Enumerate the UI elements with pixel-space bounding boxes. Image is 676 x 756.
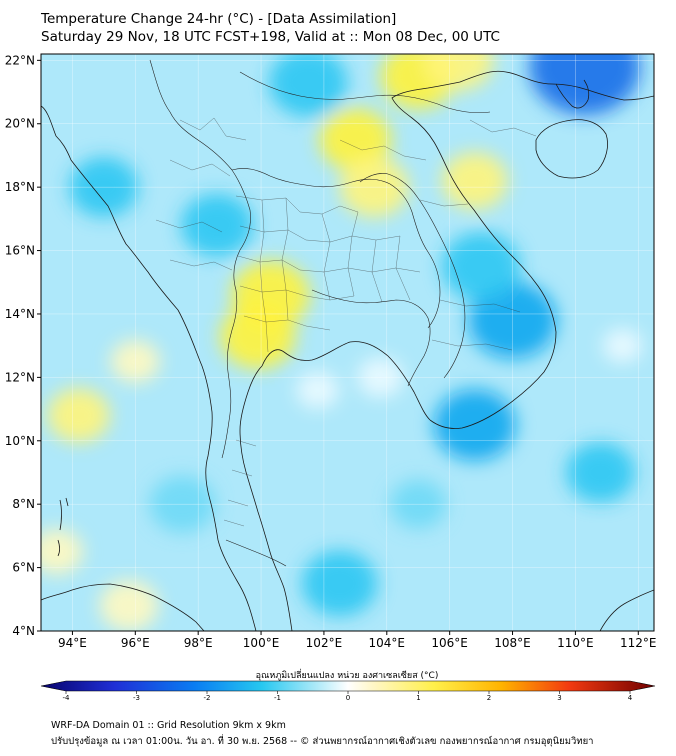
colorbar-ticks: -4 -3 -2 -1 0 1 2 3 4 — [63, 691, 633, 702]
province-boundaries — [155, 117, 537, 527]
province-line — [395, 235, 411, 301]
province-line — [339, 139, 427, 161]
lon-tick-label: 96°E — [121, 636, 150, 650]
anomaly-blob — [566, 442, 636, 503]
anomaly-blob — [441, 232, 521, 301]
lat-tick-label: 14°N — [5, 307, 35, 321]
colorbar-tick-label: 2 — [487, 694, 491, 702]
lat-tick-label: 8°N — [12, 497, 35, 511]
anomaly-blob — [268, 54, 348, 117]
anomaly-blob — [99, 579, 159, 631]
province-line — [259, 199, 269, 353]
lat-tick-label: 22°N — [5, 53, 35, 67]
lon-tick-label: 106°E — [431, 636, 468, 650]
province-line — [371, 239, 383, 303]
province-line — [347, 211, 359, 297]
thai-cambodia-border — [311, 289, 431, 387]
lat-tick-label: 18°N — [5, 180, 35, 194]
anomaly-blob — [296, 371, 340, 409]
border-layer — [149, 59, 491, 567]
province-line — [439, 299, 521, 313]
anomaly-blob — [529, 54, 641, 115]
province-line — [169, 259, 233, 271]
province-line — [281, 197, 289, 321]
colorbar-tick-label: 1 — [416, 694, 420, 702]
lat-tick-label: 10°N — [5, 434, 35, 448]
anomaly-blob — [441, 152, 508, 210]
colorbar-tick-label: 0 — [346, 694, 350, 702]
lat-tick-label: 12°N — [5, 370, 35, 384]
plot-frame — [40, 53, 655, 632]
anomaly-blob — [433, 389, 516, 461]
anomaly-blob — [180, 193, 254, 257]
map-subtitle: Saturday 29 Nov, 18 UTC FCST+198, Valid … — [41, 29, 500, 45]
colorbar-tick-label: -4 — [63, 694, 71, 702]
lat-tick-label: 16°N — [5, 244, 35, 258]
plot-area — [41, 54, 654, 631]
borneo-coastline — [599, 589, 654, 631]
anomaly-blob — [47, 388, 111, 443]
gulf-coastline — [261, 341, 431, 421]
colorbar-title: อุณหภูมิเปลี่ยนแปลง หน่วย องศาเซลเซียส (… — [256, 668, 439, 681]
gulf-of-tonkin-peninsula — [555, 79, 590, 109]
colorbar-tick-label: -1 — [274, 694, 281, 702]
coastline-layer — [41, 70, 654, 631]
lon-tick-label: 104°E — [369, 636, 406, 650]
map-title: Temperature Change 24-hr (°C) - [Data As… — [41, 11, 397, 27]
lat-tick-label: 4°N — [12, 624, 35, 638]
sumatra-coastline — [41, 583, 205, 631]
lon-tick-label: 100°E — [243, 636, 280, 650]
anomaly-blob — [424, 54, 494, 91]
thai-malaysia-border — [225, 539, 287, 567]
footer-update-info: ปรับปรุงข้อมูล ณ เวลา 01:00น. วัน อา. ที… — [51, 736, 594, 747]
province-line — [419, 199, 469, 207]
province-line — [321, 213, 331, 301]
thai-laos-border — [231, 168, 441, 329]
lon-tick-label: 108°E — [494, 636, 531, 650]
andaman-islands — [57, 497, 69, 557]
lon-tick-label: 102°E — [306, 636, 343, 650]
lat-tick-label: 20°N — [5, 117, 35, 131]
province-line — [431, 339, 513, 351]
province-line — [469, 119, 537, 137]
colorbar-tick-label: 3 — [557, 694, 561, 702]
malay-east-coastline — [239, 365, 293, 631]
province-line — [239, 225, 401, 243]
graticule — [41, 54, 654, 631]
anomaly-blob — [220, 303, 296, 369]
vietnam-coastline — [391, 70, 654, 429]
footer-model-info: WRF-DA Domain 01 :: Grid Resolution 9km … — [51, 720, 286, 731]
lon-tick-label: 112°E — [620, 636, 657, 650]
province-line — [179, 117, 247, 141]
anomaly-blob — [301, 550, 378, 617]
province-line — [223, 439, 257, 527]
province-line — [239, 285, 355, 301]
lon-tick-label: 110°E — [557, 636, 594, 650]
lat-tick-label: 6°N — [12, 561, 35, 575]
colorbar-tick-label: -2 — [204, 694, 211, 702]
colorbar: -4 -3 -2 -1 0 1 2 3 4 — [40, 680, 656, 702]
colorbar-tick-label: 4 — [628, 694, 633, 702]
map-figure: 94°E 96°E 98°E 100°E 102°E 104°E 106°E 108°E 110… — [5, 53, 657, 702]
province-line — [169, 159, 231, 177]
province-line — [155, 219, 223, 233]
lon-tick-label: 98°E — [184, 636, 213, 650]
hainan-island — [535, 119, 608, 179]
anomaly-blob — [602, 328, 643, 364]
axis-ticks: 94°E 96°E 98°E 100°E 102°E 104°E 106°E 108°E 110… — [5, 53, 657, 650]
myanmar-border — [149, 59, 251, 459]
lon-tick-label: 94°E — [58, 636, 87, 650]
mainland-coastline — [41, 105, 257, 631]
china-border — [239, 71, 491, 114]
laos-vietnam-border — [359, 173, 466, 379]
colorbar-strip — [40, 680, 656, 692]
colorbar-tick-label: -3 — [133, 694, 140, 702]
